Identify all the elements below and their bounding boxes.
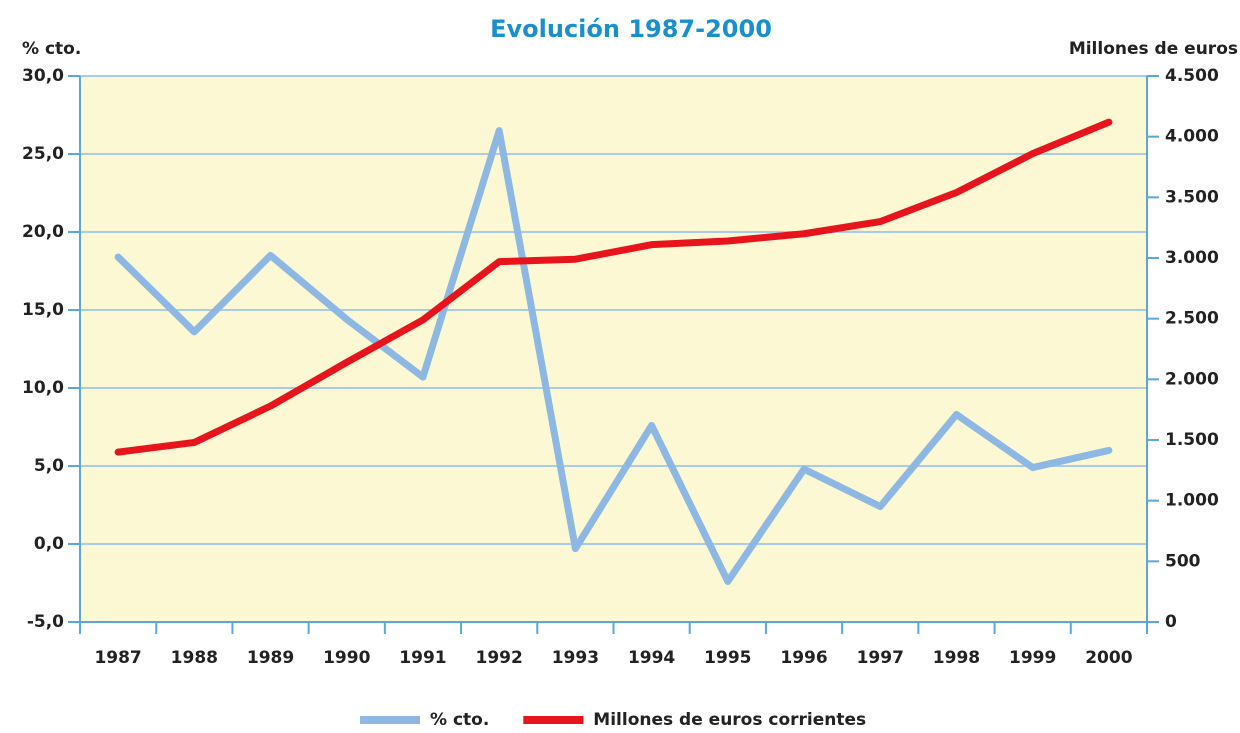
legend-label: Millones de euros corrientes <box>593 710 866 730</box>
x-tick-label: 1999 <box>1009 648 1056 668</box>
y2-tick-label: 3.500 <box>1165 187 1219 207</box>
x-tick-label: 1987 <box>94 648 141 668</box>
y-axis-label: % cto. <box>22 39 81 59</box>
x-tick-label: 1996 <box>780 648 827 668</box>
x-tick-label: 1989 <box>247 648 294 668</box>
y2-tick-label: 2.500 <box>1165 309 1219 329</box>
series-line <box>114 127 1113 585</box>
x-tick-label: 1995 <box>704 648 751 668</box>
y2-tick-label: 0 <box>1165 612 1177 632</box>
y2-tick-label: 3.000 <box>1165 248 1219 268</box>
y-tick-label: 25,0 <box>22 144 64 164</box>
y-tick-label: 0,0 <box>34 534 64 554</box>
x-tick-label: 1988 <box>171 648 218 668</box>
x-tick-label: 1994 <box>628 648 675 668</box>
y-tick-label: 5,0 <box>34 456 64 476</box>
y2-tick-label: 1.000 <box>1165 491 1219 511</box>
plot-area <box>80 76 1147 622</box>
x-tick-label: 1997 <box>857 648 904 668</box>
chart-title: Evolución 1987-2000 <box>490 15 772 43</box>
legend-label: % cto. <box>430 710 489 730</box>
y-tick-label: 15,0 <box>22 300 64 320</box>
y2-tick-label: 4.000 <box>1165 127 1219 147</box>
x-tick-label: 1990 <box>323 648 370 668</box>
y2-tick-label: 2.000 <box>1165 369 1219 389</box>
y2-tick-label: 500 <box>1165 551 1201 571</box>
y2-axis-label: Millones de euros <box>1069 39 1238 59</box>
x-tick-label: 1992 <box>476 648 523 668</box>
x-tick-label: 1993 <box>552 648 599 668</box>
y-tick-label: 10,0 <box>22 378 64 398</box>
series-line <box>114 118 1113 456</box>
y-tick-label: 30,0 <box>22 66 64 86</box>
x-tick-label: 2000 <box>1085 648 1132 668</box>
y2-tick-label: 4.500 <box>1165 66 1219 86</box>
x-tick-label: 1998 <box>933 648 980 668</box>
y2-tick-label: 1.500 <box>1165 430 1219 450</box>
y-tick-label: -5,0 <box>27 612 64 632</box>
x-tick-label: 1991 <box>399 648 446 668</box>
y-tick-label: 20,0 <box>22 222 64 242</box>
